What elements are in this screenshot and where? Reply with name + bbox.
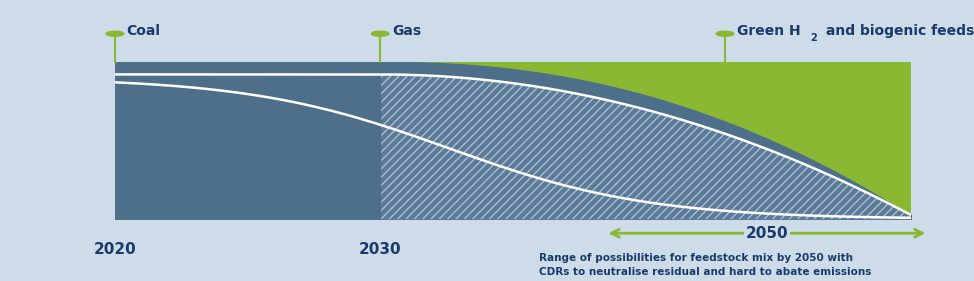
- Text: Range of possibilities for feedstock mix by 2050 with
CDRs to neutralise residua: Range of possibilities for feedstock mix…: [540, 253, 872, 277]
- Text: 2030: 2030: [358, 242, 401, 257]
- Text: Green H: Green H: [736, 24, 801, 38]
- Circle shape: [716, 31, 733, 36]
- Text: Coal: Coal: [127, 24, 161, 38]
- Circle shape: [371, 31, 389, 36]
- Text: 2: 2: [810, 33, 817, 43]
- Text: and biogenic feedstock / DAC: and biogenic feedstock / DAC: [821, 24, 974, 38]
- Text: 2050: 2050: [746, 226, 788, 241]
- Circle shape: [106, 31, 124, 36]
- Text: 2020: 2020: [94, 242, 136, 257]
- Text: Gas: Gas: [392, 24, 421, 38]
